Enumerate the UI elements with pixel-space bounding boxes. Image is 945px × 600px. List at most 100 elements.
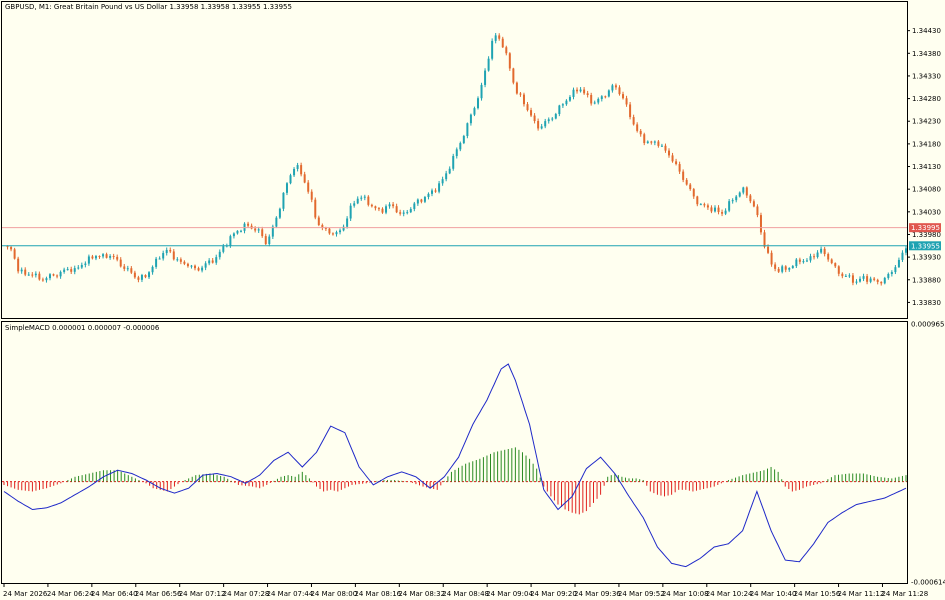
candle-bull bbox=[795, 259, 798, 267]
candle-bull bbox=[162, 253, 165, 259]
macd-signal-line bbox=[3, 363, 907, 568]
candle-bear bbox=[91, 256, 94, 259]
candle-bear bbox=[671, 155, 674, 162]
candle-bull bbox=[809, 256, 812, 261]
candle-bull bbox=[66, 269, 69, 271]
candle-bull bbox=[268, 236, 271, 245]
candle-bull bbox=[48, 274, 51, 279]
candle-bull bbox=[905, 248, 907, 253]
candle-bear bbox=[664, 145, 667, 151]
candle-bear bbox=[310, 191, 313, 200]
candle-bull bbox=[20, 269, 23, 272]
candle-bull bbox=[476, 98, 479, 109]
candle-bear bbox=[618, 87, 621, 95]
price-tick-label: 1.34380 bbox=[912, 50, 941, 58]
price-tick-label: 1.34030 bbox=[912, 208, 941, 216]
candle-bull bbox=[165, 249, 168, 254]
candle-bear bbox=[668, 150, 671, 156]
candle-bull bbox=[848, 275, 851, 277]
candles bbox=[6, 33, 907, 286]
ask-price-tag-label: 1.33995 bbox=[911, 224, 940, 232]
candle-bull bbox=[222, 246, 225, 252]
candle-bear bbox=[866, 276, 869, 282]
candle-bull bbox=[176, 259, 179, 261]
candle-bull bbox=[34, 273, 37, 276]
candle-bear bbox=[643, 134, 646, 144]
candle-bull bbox=[869, 278, 872, 282]
price-tick-label: 1.33830 bbox=[912, 299, 941, 307]
time-tick-label: 24 Mar 09:04 bbox=[486, 590, 533, 598]
time-tick-label: 24 Mar 09:52 bbox=[618, 590, 665, 598]
time-tick-label: 24 Mar 08:16 bbox=[354, 590, 401, 598]
candle-bear bbox=[827, 254, 830, 260]
candle-bear bbox=[682, 171, 685, 180]
candle-bear bbox=[31, 274, 34, 276]
candle-bear bbox=[172, 251, 175, 260]
candle-bear bbox=[851, 275, 854, 283]
price-pane[interactable]: GBPUSD, M1: Great Britain Pound vs US Do… bbox=[1, 1, 942, 319]
candle-bear bbox=[678, 164, 681, 172]
candle-bull bbox=[236, 230, 239, 234]
candle-bull bbox=[409, 209, 412, 213]
price-pane-frame bbox=[1, 1, 908, 319]
candle-bear bbox=[116, 256, 119, 260]
time-tick-label: 24 Mar 11:12 bbox=[838, 590, 885, 598]
time-tick-label: 24 Mar 10:08 bbox=[662, 590, 709, 598]
candle-bear bbox=[798, 259, 801, 262]
candle-bull bbox=[416, 199, 419, 204]
candle-bear bbox=[717, 207, 720, 213]
symbol-header: GBPUSD, M1: Great Britain Pound vs US Do… bbox=[5, 3, 292, 11]
time-tick-label: 24 Mar 07:28 bbox=[223, 590, 270, 598]
candle-bull bbox=[788, 267, 791, 270]
candle-bear bbox=[745, 187, 748, 196]
candle-bear bbox=[519, 93, 522, 95]
candle-bear bbox=[522, 94, 525, 105]
candle-bear bbox=[247, 223, 250, 226]
candle-bear bbox=[590, 95, 593, 104]
candle-bear bbox=[331, 233, 334, 235]
candle-bear bbox=[586, 93, 589, 96]
candle-bear bbox=[137, 277, 140, 280]
candle-bull bbox=[427, 193, 430, 198]
candle-bull bbox=[278, 208, 281, 218]
candle-bull bbox=[360, 197, 363, 199]
candle-bull bbox=[109, 256, 112, 258]
candle-bull bbox=[551, 118, 554, 120]
price-tick-label: 1.34430 bbox=[912, 27, 941, 35]
indicator-tick-label: 0.000965 bbox=[911, 321, 944, 329]
candle-bull bbox=[229, 236, 232, 246]
candle-bull bbox=[413, 203, 416, 210]
indicator-header: SimpleMACD 0.000001 0.000007 -0.000006 bbox=[5, 324, 160, 332]
candle-bear bbox=[696, 196, 699, 205]
candle-bull bbox=[731, 200, 734, 202]
candle-bear bbox=[622, 94, 625, 99]
candle-bear bbox=[530, 110, 533, 116]
candle-bear bbox=[183, 261, 186, 264]
candle-bear bbox=[133, 272, 136, 278]
candle-bull bbox=[572, 89, 575, 97]
candle-bull bbox=[646, 141, 649, 144]
price-tick-label: 1.34180 bbox=[912, 140, 941, 148]
candle-bear bbox=[533, 115, 536, 122]
candle-bull bbox=[87, 256, 90, 264]
candle-bull bbox=[469, 114, 472, 124]
candle-bull bbox=[844, 275, 847, 277]
candle-bull bbox=[742, 187, 745, 193]
candle-bull bbox=[859, 278, 862, 282]
candle-bull bbox=[148, 272, 151, 278]
candle-bear bbox=[250, 225, 253, 229]
candle-bear bbox=[300, 165, 303, 175]
candle-bear bbox=[98, 256, 101, 258]
candle-bear bbox=[721, 212, 724, 214]
candle-bear bbox=[777, 268, 780, 272]
candle-bear bbox=[710, 207, 713, 212]
candle-bull bbox=[494, 35, 497, 41]
candle-bull bbox=[597, 98, 600, 103]
candle-bull bbox=[890, 272, 893, 274]
candle-bull bbox=[448, 168, 451, 174]
candle-bull bbox=[593, 102, 596, 104]
candle-bull bbox=[445, 173, 448, 180]
indicator-pane[interactable]: SimpleMACD 0.000001 0.000007 -0.000006 0… bbox=[1, 321, 945, 587]
candle-bull bbox=[544, 121, 547, 127]
